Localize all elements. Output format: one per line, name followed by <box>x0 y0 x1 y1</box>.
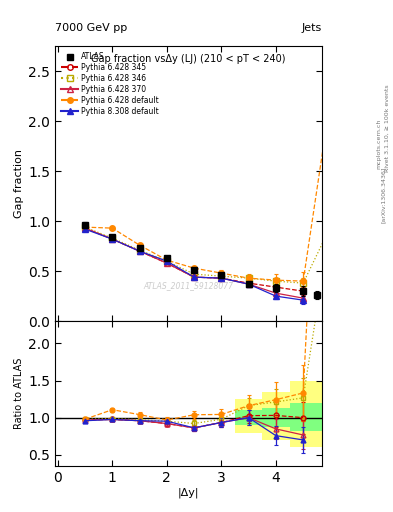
Bar <box>262 408 290 428</box>
Bar <box>290 380 322 447</box>
Bar <box>235 399 262 433</box>
Text: Jets: Jets <box>302 23 322 33</box>
Text: mcplots.cern.ch: mcplots.cern.ch <box>377 118 382 168</box>
Bar <box>262 392 290 440</box>
Legend: ATLAS, Pythia 6.428 345, Pythia 6.428 346, Pythia 6.428 370, Pythia 6.428 defaul: ATLAS, Pythia 6.428 345, Pythia 6.428 34… <box>59 50 161 118</box>
Bar <box>290 403 322 431</box>
Text: Gap fraction vsΔy (LJ) (210 < pT < 240): Gap fraction vsΔy (LJ) (210 < pT < 240) <box>92 54 286 65</box>
Bar <box>235 410 262 425</box>
Text: [arXiv:1306.3436]: [arXiv:1306.3436] <box>381 166 386 223</box>
Y-axis label: Ratio to ATLAS: Ratio to ATLAS <box>14 358 24 429</box>
X-axis label: |Δy|: |Δy| <box>178 487 199 498</box>
Text: 7000 GeV pp: 7000 GeV pp <box>55 23 127 33</box>
Text: ATLAS_2011_S9128077: ATLAS_2011_S9128077 <box>143 281 234 290</box>
Y-axis label: Gap fraction: Gap fraction <box>14 149 24 218</box>
Text: Rivet 3.1.10, ≥ 100k events: Rivet 3.1.10, ≥ 100k events <box>385 84 389 172</box>
